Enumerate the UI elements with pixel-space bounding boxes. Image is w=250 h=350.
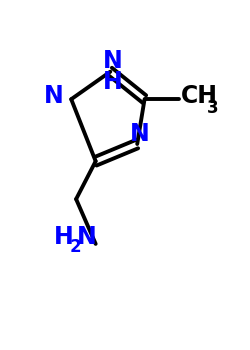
Text: 2: 2 (70, 238, 82, 255)
Text: N: N (130, 122, 150, 146)
Text: N: N (44, 84, 64, 108)
Text: H: H (54, 225, 74, 249)
Text: H: H (103, 70, 123, 94)
Text: N: N (103, 49, 123, 74)
Text: N: N (77, 225, 97, 249)
Text: CH: CH (181, 84, 218, 108)
Text: 3: 3 (207, 99, 218, 117)
